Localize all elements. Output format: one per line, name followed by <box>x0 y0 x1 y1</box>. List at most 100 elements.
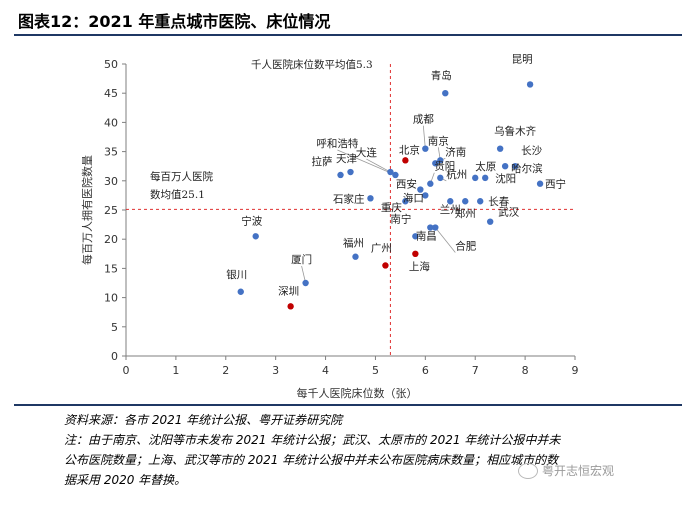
x-tick-label: 8 <box>522 364 529 377</box>
x-tick-label: 3 <box>272 364 279 377</box>
source-note: 资料来源：各市 2021 年统计公报、粤开证券研究院 <box>64 413 343 427</box>
data-point <box>402 157 409 164</box>
leader-line <box>434 227 456 253</box>
data-point <box>437 174 444 182</box>
y-tick-label: 40 <box>104 116 118 129</box>
x-tick-label: 2 <box>222 364 229 377</box>
data-label: 沈阳 <box>495 172 516 185</box>
data-point <box>432 160 439 167</box>
data-point <box>536 180 544 187</box>
data-label: 南昌 <box>416 230 437 243</box>
data-point <box>462 198 469 205</box>
data-label: 太原 <box>475 160 496 173</box>
avg-x-label: 千人医院床位数平均值5.3 <box>251 58 373 71</box>
y-tick-label: 20 <box>104 233 118 246</box>
data-point <box>432 224 439 231</box>
data-label: 贵阳 <box>434 160 455 173</box>
data-point <box>472 174 479 182</box>
data-point <box>337 171 344 179</box>
x-tick-label: 4 <box>322 364 329 377</box>
data-point <box>422 192 429 199</box>
data-label: 拉萨 <box>312 155 333 168</box>
data-label: 厦门 <box>291 253 312 266</box>
data-point <box>237 288 244 295</box>
data-point <box>252 233 259 240</box>
data-point <box>287 303 294 310</box>
data-point <box>511 163 519 170</box>
data-label: 济南 <box>445 145 466 158</box>
data-point <box>486 218 494 225</box>
data-point <box>417 186 424 193</box>
data-label: 呼和浩特 <box>316 138 358 150</box>
data-label: 西安 <box>396 178 417 191</box>
data-label: 杭州 <box>446 168 467 181</box>
data-point <box>412 250 419 257</box>
y-tick-label: 45 <box>104 87 118 100</box>
y-tick-label: 50 <box>104 58 118 71</box>
x-tick-label: 5 <box>372 364 379 377</box>
data-point <box>482 174 489 182</box>
data-point <box>437 157 444 164</box>
data-label: 福州 <box>343 237 364 250</box>
data-point <box>402 198 409 205</box>
data-label: 成都 <box>413 114 434 126</box>
watermark-text: 粤开志恒宏观 <box>542 464 615 478</box>
avg-y-label-line2: 数均值25.1 <box>150 188 205 201</box>
data-label: 昆明 <box>512 53 533 65</box>
data-point <box>496 145 504 152</box>
x-tick-label: 1 <box>172 364 179 377</box>
data-label: 长沙 <box>521 145 542 157</box>
data-label: 银川 <box>226 268 247 281</box>
data-point <box>382 262 389 269</box>
data-point <box>422 145 429 152</box>
data-label: 北京 <box>399 143 420 156</box>
x-tick-label: 0 <box>123 364 130 377</box>
wechat-icon <box>518 462 538 479</box>
data-point <box>352 253 359 260</box>
y-axis-label: 每百万人拥有医院数量 <box>80 155 94 265</box>
leader-line <box>337 149 396 176</box>
bottom-rule <box>14 404 682 406</box>
data-label: 上海 <box>409 260 430 273</box>
y-tick-label: 35 <box>104 146 118 159</box>
x-tick-label: 9 <box>572 364 579 377</box>
data-label: 重庆 <box>381 201 402 214</box>
average-lines <box>126 64 575 356</box>
data-point <box>412 233 419 240</box>
y-tick-label: 5 <box>111 321 118 334</box>
data-label: 青岛 <box>431 69 452 82</box>
watermark: 粤开志恒宏观 <box>518 462 614 479</box>
data-point <box>477 198 484 205</box>
note-line-2: 公布医院数量；上海、武汉等市的 2021 年统计公报中并未公布医院病床数量；相应… <box>64 453 559 467</box>
data-label: 海口 <box>403 191 424 204</box>
data-point <box>427 224 434 231</box>
y-tick-label: 15 <box>104 262 118 275</box>
x-tick-label: 7 <box>472 364 479 377</box>
data-point <box>387 168 394 176</box>
data-label: 石家庄 <box>333 192 365 205</box>
y-tick-label: 0 <box>111 350 118 363</box>
y-tick-label: 10 <box>104 292 118 305</box>
data-point <box>367 195 374 202</box>
data-label: 广州 <box>371 242 392 254</box>
data-label: 南京 <box>428 134 449 147</box>
title-rule <box>14 34 682 36</box>
x-axis-label: 每千人医院床位数（张） <box>297 386 418 400</box>
data-label: 郑州 <box>455 207 476 220</box>
note-line-1: 注：由于南京、沈阳等市未发布 2021 年统计公报；武汉、太原市的 2021 年… <box>64 433 561 447</box>
data-label: 深圳 <box>278 285 299 297</box>
data-label: 武汉 <box>498 206 519 219</box>
page-title: 图表12：2021 年重点城市医院、床位情况 <box>18 12 331 31</box>
data-label: 哈尔滨 <box>511 162 543 175</box>
leader-line <box>366 158 391 173</box>
data-points <box>237 81 544 310</box>
y-tick-label: 25 <box>104 204 118 217</box>
data-point <box>427 180 434 187</box>
data-label: 长春 <box>488 196 509 208</box>
data-point <box>526 81 534 88</box>
leader-line <box>422 125 426 149</box>
data-label: 合肥 <box>455 240 476 253</box>
